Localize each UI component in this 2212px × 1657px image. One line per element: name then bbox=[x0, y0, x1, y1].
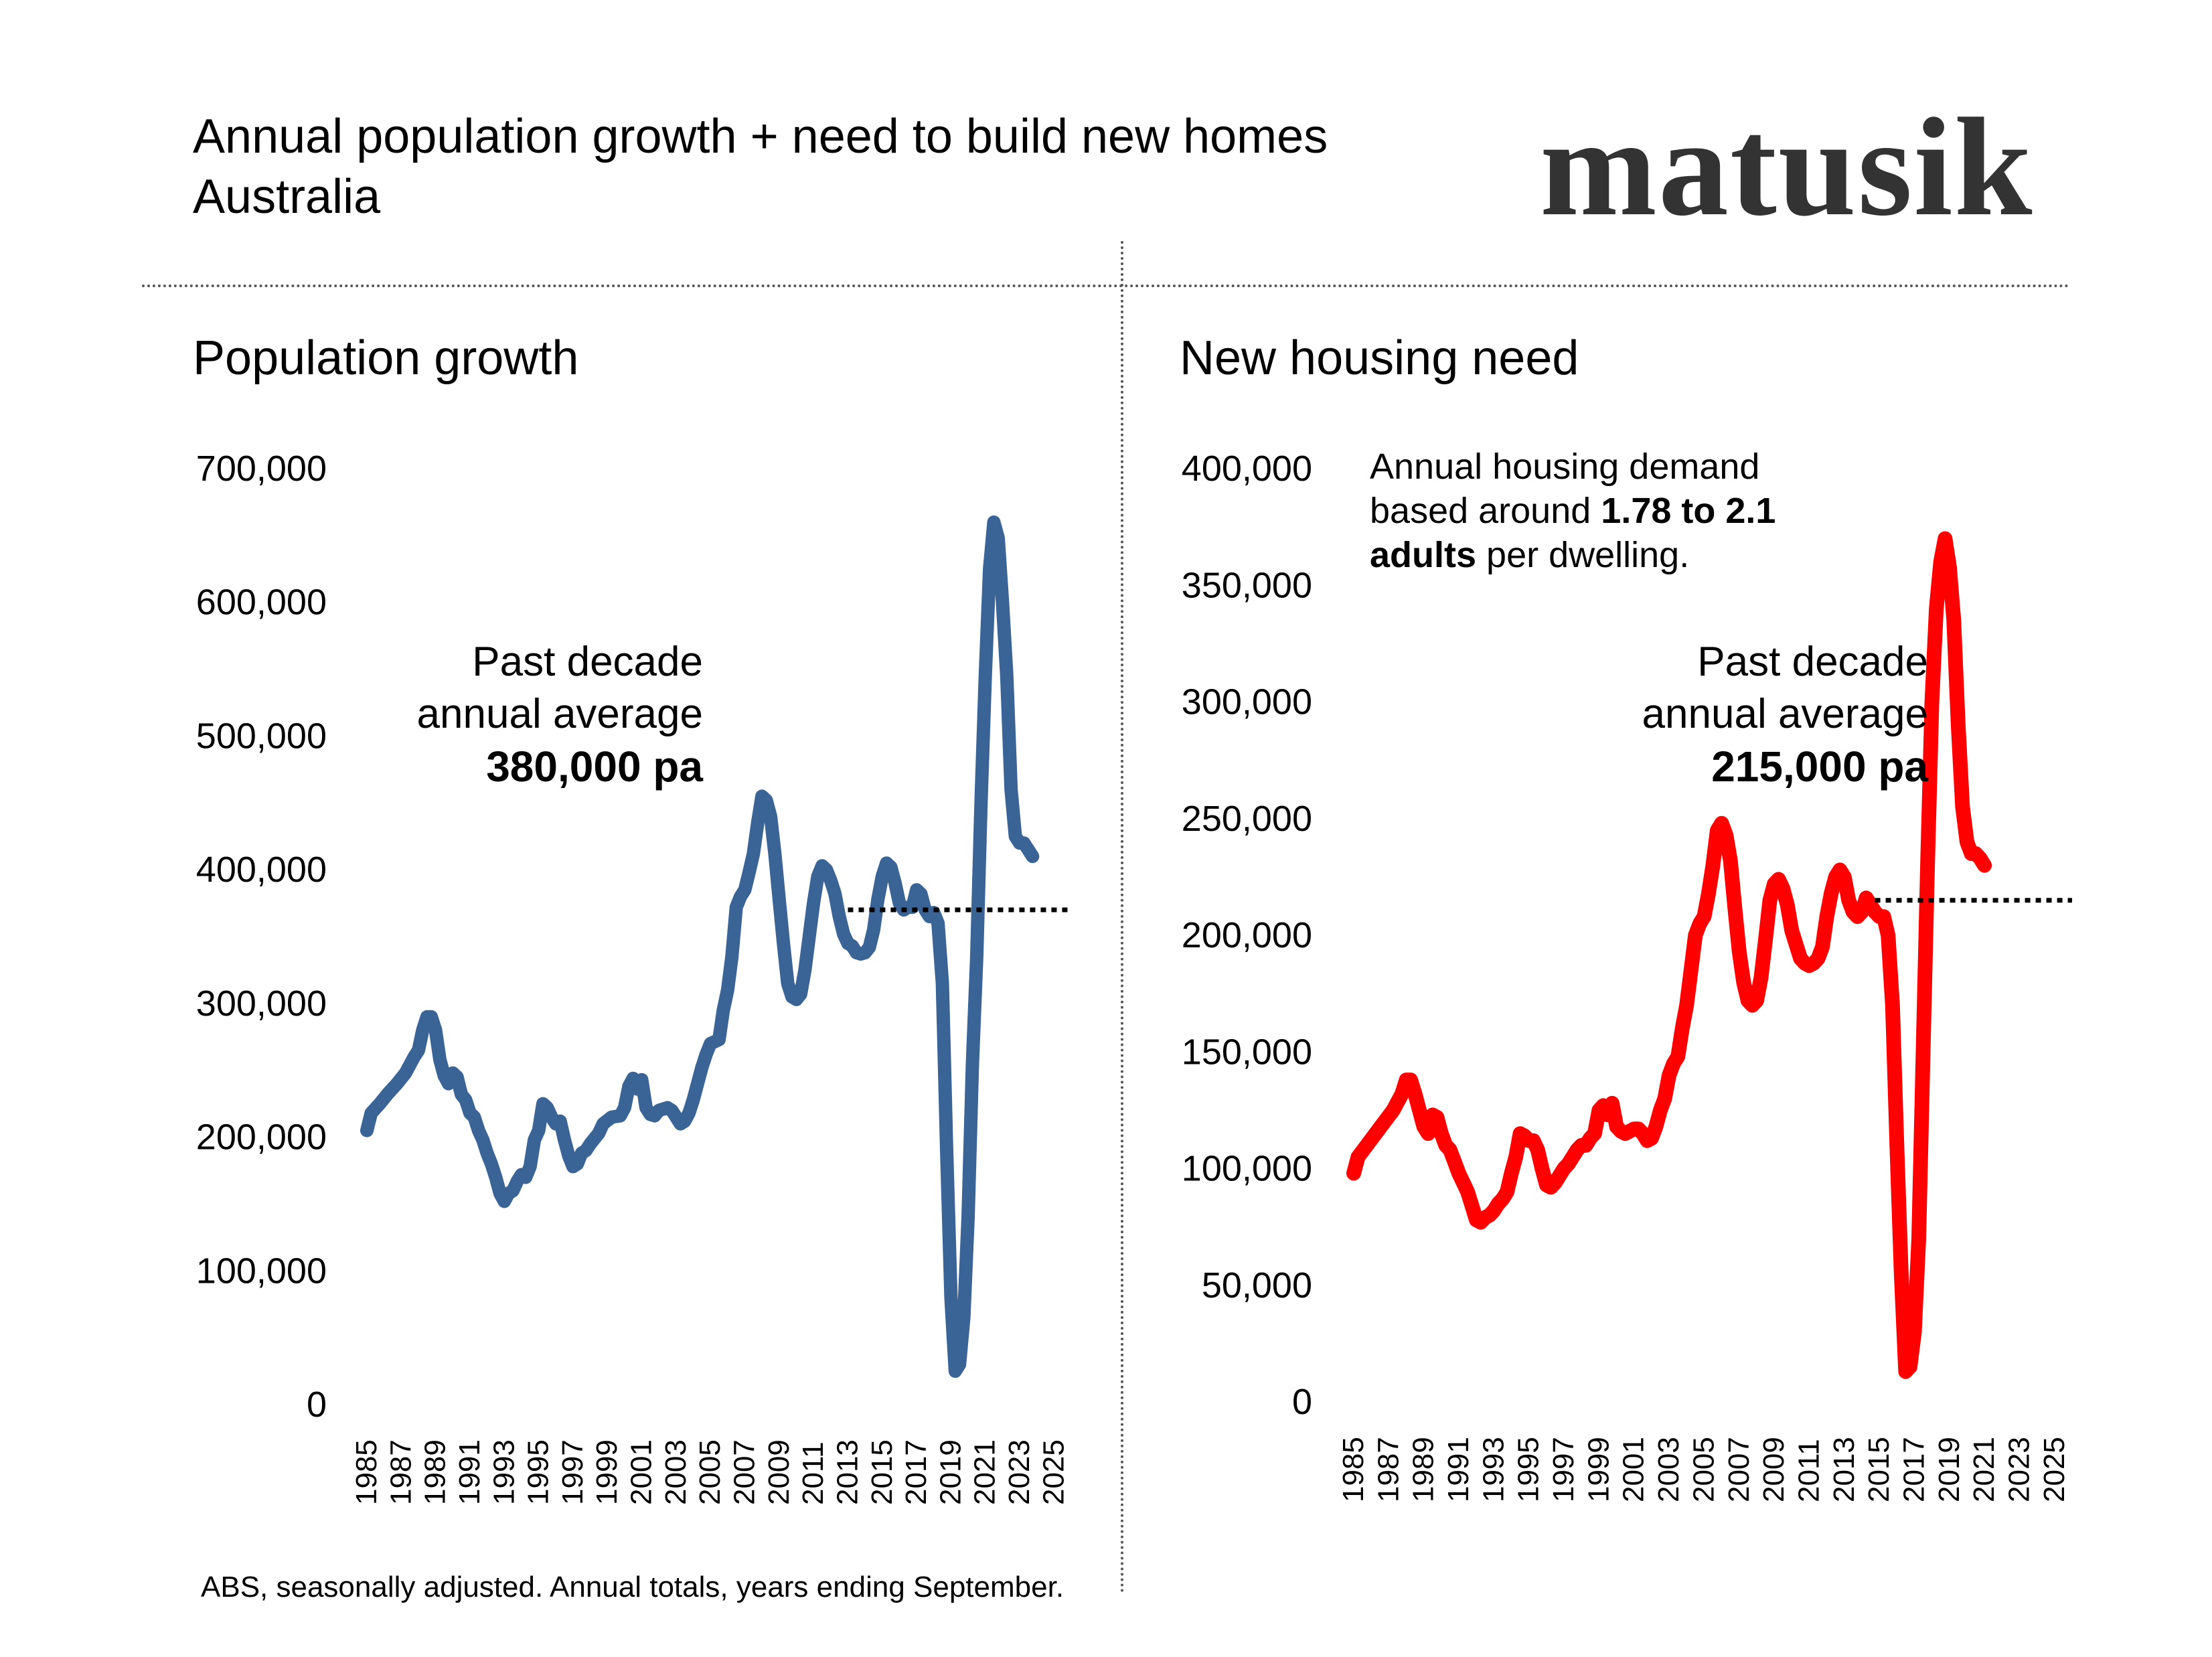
population-annotation-value: 380,000 pa bbox=[486, 742, 703, 791]
housing-average-annotation: Past decade annual average 215,000 pa bbox=[1540, 636, 1928, 793]
header-divider bbox=[142, 285, 2070, 287]
panel-divider bbox=[1121, 241, 1123, 1593]
population-y-tick-label: 100,000 bbox=[196, 1251, 327, 1291]
population-x-tick-label: 2015 bbox=[866, 1439, 898, 1505]
population-x-tick-label: 1985 bbox=[350, 1439, 383, 1505]
population-series-line bbox=[360, 515, 1040, 1378]
population-x-tick-label: 2003 bbox=[659, 1439, 692, 1505]
population-x-tick-label: 2013 bbox=[831, 1439, 864, 1505]
housing-y-tick-label: 350,000 bbox=[1182, 565, 1312, 605]
housing-series-line bbox=[1346, 531, 1992, 1379]
population-x-tick-label: 1991 bbox=[453, 1439, 486, 1505]
housing-y-tick-label: 150,000 bbox=[1182, 1032, 1312, 1072]
matusik-logo: matusik bbox=[1540, 90, 2034, 245]
housing-x-tick-label: 1991 bbox=[1442, 1437, 1475, 1502]
housing-annotation-line1: Past decade bbox=[1697, 639, 1928, 685]
population-annotation-line1: Past decade bbox=[472, 639, 703, 685]
chart-subtitle: Australia bbox=[193, 170, 381, 224]
housing-x-tick-label: 1999 bbox=[1582, 1437, 1615, 1502]
population-x-tick-label: 2017 bbox=[900, 1439, 933, 1505]
population-x-tick-label: 2005 bbox=[694, 1439, 726, 1505]
population-x-tick-label: 2025 bbox=[1037, 1439, 1070, 1505]
population-x-axis: 1985 1987 1989 1991 1993 1995 1997 1999 2001 2003… bbox=[350, 1439, 1070, 1505]
population-y-tick-label: 300,000 bbox=[196, 983, 327, 1024]
demand-note-line1: Annual housing demand bbox=[1370, 447, 1760, 487]
population-x-tick-label: 1999 bbox=[590, 1439, 623, 1505]
population-y-tick-label: 200,000 bbox=[196, 1117, 327, 1158]
chart-title: Annual population growth + need to build… bbox=[193, 110, 1328, 163]
population-y-tick-label: 500,000 bbox=[196, 716, 327, 756]
housing-x-tick-label: 2007 bbox=[1723, 1437, 1755, 1502]
demand-note-adults: adults bbox=[1370, 535, 1477, 575]
housing-y-tick-label: 50,000 bbox=[1202, 1265, 1312, 1306]
housing-y-tick-label: 100,000 bbox=[1182, 1149, 1312, 1189]
demand-note-ratio: 1.78 to 2.1 bbox=[1601, 491, 1776, 531]
population-plot bbox=[360, 515, 1071, 1378]
population-x-tick-label: 2001 bbox=[625, 1439, 658, 1505]
housing-x-tick-label: 2021 bbox=[1968, 1437, 2000, 1502]
housing-x-tick-label: 2025 bbox=[2038, 1437, 2071, 1502]
housing-x-tick-label: 2001 bbox=[1617, 1437, 1650, 1502]
population-y-tick-label: 400,000 bbox=[196, 850, 327, 890]
population-annotation-line2: annual average bbox=[416, 691, 703, 737]
housing-x-tick-label: 2017 bbox=[1897, 1437, 1930, 1502]
population-y-tick-label: 700,000 bbox=[196, 449, 327, 489]
housing-plot bbox=[1346, 531, 2072, 1379]
demand-note-line2: based around 1.78 to 2.1 bbox=[1370, 491, 1776, 531]
housing-demand-note: Annual housing demand based around 1.78 … bbox=[1370, 445, 1838, 577]
housing-x-tick-label: 2005 bbox=[1687, 1437, 1720, 1502]
population-y-tick-label: 0 bbox=[307, 1385, 327, 1425]
housing-x-tick-label: 1989 bbox=[1407, 1437, 1440, 1502]
housing-x-tick-label: 2023 bbox=[2002, 1437, 2035, 1502]
housing-x-tick-label: 2013 bbox=[1828, 1437, 1861, 1502]
population-x-tick-label: 2011 bbox=[797, 1441, 830, 1505]
housing-x-tick-label: 2003 bbox=[1652, 1437, 1685, 1502]
housing-x-tick-label: 2011 bbox=[1792, 1439, 1825, 1502]
housing-y-tick-label: 250,000 bbox=[1182, 799, 1312, 839]
population-x-tick-label: 2007 bbox=[728, 1439, 761, 1505]
housing-x-axis: 1985 1987 1989 1991 1993 1995 1997 1999 2001 2003… bbox=[1337, 1437, 2071, 1502]
population-y-axis: 0 100,000 200,000 300,000 400,000 500,000 600,… bbox=[196, 449, 327, 1425]
housing-x-tick-label: 1993 bbox=[1477, 1437, 1510, 1502]
housing-annotation-line2: annual average bbox=[1642, 691, 1928, 737]
housing-y-tick-label: 0 bbox=[1292, 1382, 1312, 1422]
housing-x-tick-label: 1987 bbox=[1372, 1437, 1405, 1502]
housing-y-tick-label: 400,000 bbox=[1182, 449, 1312, 489]
housing-x-tick-label: 1985 bbox=[1337, 1437, 1370, 1502]
housing-x-tick-label: 1997 bbox=[1547, 1437, 1580, 1502]
population-x-tick-label: 1995 bbox=[522, 1439, 555, 1505]
housing-x-tick-label: 2009 bbox=[1757, 1437, 1790, 1502]
housing-x-tick-label: 2019 bbox=[1933, 1437, 1966, 1502]
housing-y-axis: 0 50,000 100,000 150,000 200,000 250,000 300,0… bbox=[1182, 449, 1312, 1422]
population-x-tick-label: 2023 bbox=[1003, 1439, 1036, 1505]
population-y-tick-label: 600,000 bbox=[196, 582, 327, 623]
population-x-tick-label: 1997 bbox=[556, 1439, 589, 1505]
population-panel-title: Population growth bbox=[193, 331, 579, 385]
housing-y-tick-label: 300,000 bbox=[1182, 682, 1312, 722]
population-x-tick-label: 1989 bbox=[419, 1439, 452, 1505]
population-average-annotation: Past decade annual average 380,000 pa bbox=[321, 636, 703, 793]
population-x-tick-label: 2021 bbox=[969, 1439, 1002, 1505]
housing-panel-title: New housing need bbox=[1180, 331, 1579, 385]
housing-x-tick-label: 2015 bbox=[1863, 1437, 1895, 1502]
housing-annotation-value: 215,000 pa bbox=[1711, 742, 1928, 791]
source-note: ABS, seasonally adjusted. Annual totals,… bbox=[201, 1571, 1064, 1603]
housing-y-tick-label: 200,000 bbox=[1182, 915, 1312, 955]
population-x-tick-label: 2019 bbox=[934, 1439, 967, 1505]
demand-note-line3: adults per dwelling. bbox=[1370, 535, 1690, 575]
housing-x-tick-label: 1995 bbox=[1512, 1437, 1545, 1502]
population-x-tick-label: 1987 bbox=[384, 1439, 417, 1505]
population-x-tick-label: 2009 bbox=[763, 1439, 795, 1505]
population-x-tick-label: 1993 bbox=[487, 1439, 520, 1505]
